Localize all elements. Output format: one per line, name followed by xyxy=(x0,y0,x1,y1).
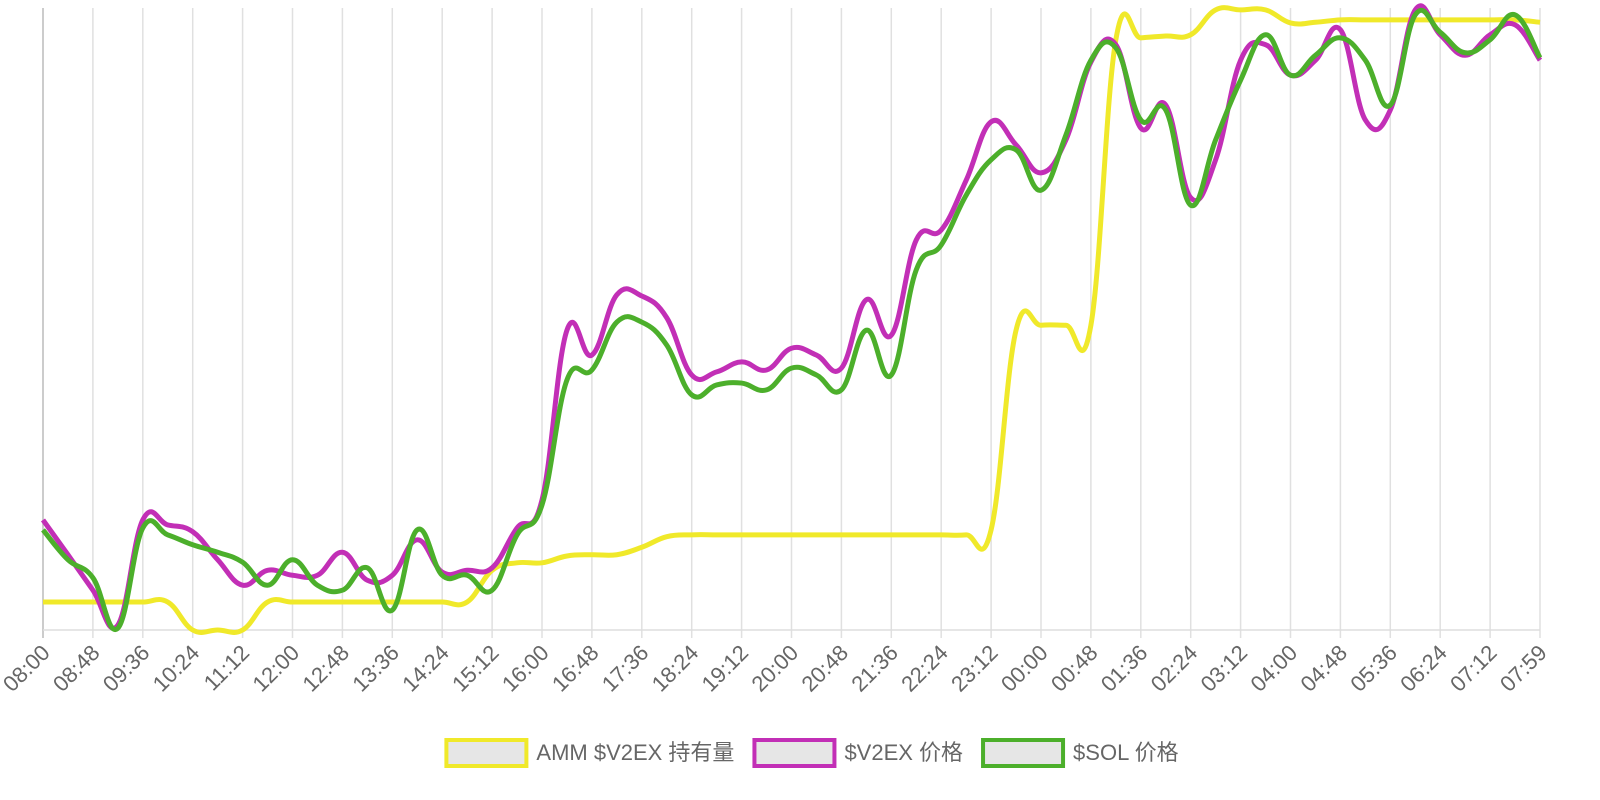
x-tick-label: 12:48 xyxy=(297,640,354,697)
x-tick-label: 22:24 xyxy=(896,640,953,697)
x-tick-label: 00:00 xyxy=(996,640,1053,697)
x-tick-label: 21:36 xyxy=(846,640,903,697)
legend-label: $SOL 价格 xyxy=(1073,740,1179,765)
x-tick-label: 01:36 xyxy=(1096,640,1153,697)
x-tick-label: 08:00 xyxy=(0,640,55,697)
x-tick-label: 02:24 xyxy=(1146,640,1203,697)
legend-swatch xyxy=(981,738,1066,768)
series-line xyxy=(43,5,1541,635)
x-tick-label: 07:12 xyxy=(1445,640,1502,697)
legend-swatch xyxy=(444,738,529,768)
x-tick-label: 20:48 xyxy=(796,640,853,697)
x-tick-label: 03:12 xyxy=(1196,640,1253,697)
x-tick-label: 17:36 xyxy=(597,640,654,697)
x-tick-label: 19:12 xyxy=(697,640,754,697)
x-tick-label: 20:00 xyxy=(747,640,804,697)
legend-label: $V2EX 价格 xyxy=(844,740,963,765)
x-tick-label: 11:12 xyxy=(199,640,254,695)
x-tick-label: 16:48 xyxy=(547,640,604,697)
x-tick-label: 13:36 xyxy=(347,640,404,697)
x-tick-label: 16:00 xyxy=(497,640,554,697)
legend-swatch xyxy=(752,738,837,768)
x-tick-label: 04:00 xyxy=(1246,640,1303,697)
x-tick-label: 18:24 xyxy=(647,640,704,697)
x-tick-label: 09:36 xyxy=(98,640,155,697)
x-tick-label: 10:24 xyxy=(148,640,205,697)
x-tick-label: 07:59 xyxy=(1495,640,1552,697)
x-tick-label: 04:48 xyxy=(1295,640,1352,697)
x-tick-label: 05:36 xyxy=(1345,640,1402,697)
legend: AMM $V2EX 持有量 $V2EX 价格 $SOL 价格 xyxy=(444,738,1179,768)
x-tick-label: 00:48 xyxy=(1046,640,1103,697)
x-tick-label: 23:12 xyxy=(946,640,1003,697)
x-tick-label: 14:24 xyxy=(397,640,454,697)
x-tick-label: 06:24 xyxy=(1395,640,1452,697)
series-line xyxy=(41,7,1543,632)
x-tick-label: 08:48 xyxy=(48,640,105,697)
legend-label: AMM $V2EX 持有量 xyxy=(536,740,734,765)
x-tick-label: 15:12 xyxy=(447,640,504,697)
x-tick-label: 12:00 xyxy=(248,640,305,697)
